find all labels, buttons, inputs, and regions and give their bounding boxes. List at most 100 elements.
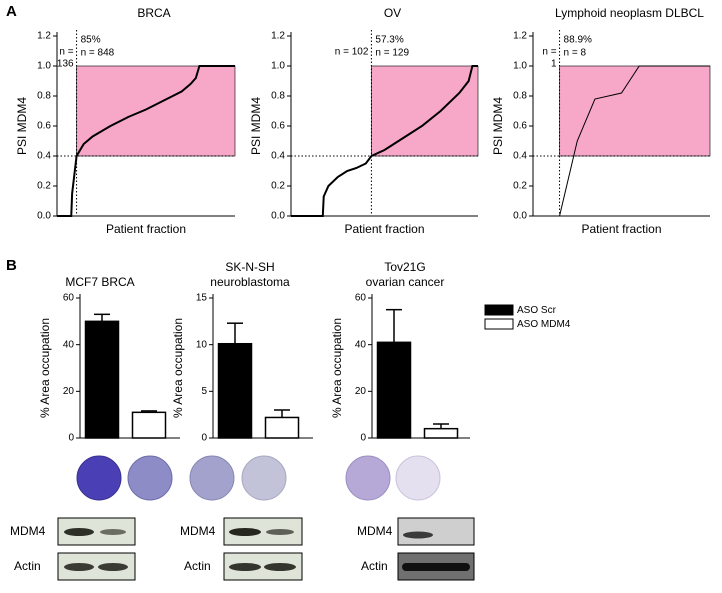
blot-label: MDM4 (357, 524, 393, 538)
y-axis-label: PSI MDM4 (491, 97, 505, 155)
y-tick-label: 0.0 (271, 211, 285, 222)
blot-label: MDM4 (180, 524, 216, 538)
legend-label: ASO Scr (517, 305, 557, 316)
y-tick-label: 0.4 (37, 151, 51, 162)
chart-title: ovarian cancer (366, 275, 445, 289)
blots (57, 517, 475, 581)
plate (241, 455, 287, 501)
band (402, 563, 470, 571)
band (403, 531, 433, 539)
y-tick-label: 10 (196, 339, 208, 350)
y-tick-label: 0.8 (37, 91, 51, 102)
plate (189, 455, 235, 501)
chart-title: Tov21G (384, 260, 425, 274)
data-line (57, 65, 235, 217)
y-axis-label: % Area occupation (330, 318, 344, 418)
data-line (291, 65, 478, 217)
data-line (559, 65, 710, 217)
band (229, 528, 261, 536)
band (98, 563, 128, 571)
annotation: n = 8 (564, 48, 587, 59)
highlight-region (76, 65, 236, 157)
bar (217, 342, 253, 439)
y-tick-label: 1.2 (37, 31, 51, 42)
legend-label: ASO MDM4 (517, 319, 571, 330)
band (266, 529, 294, 535)
bar (264, 416, 300, 439)
y-tick-label: 0 (360, 433, 366, 444)
y-tick-label: 60 (355, 293, 367, 304)
highlight-region (559, 65, 711, 157)
blot-label: Actin (361, 559, 388, 573)
plate (345, 455, 391, 501)
y-tick-label: 5 (201, 386, 207, 397)
annotation: 1 (551, 59, 557, 70)
legend-swatch (484, 318, 514, 330)
band (229, 563, 261, 571)
y-tick-label: 0.2 (271, 181, 285, 192)
y-tick-label: 0.8 (271, 91, 285, 102)
annotation: n = 102 (335, 47, 369, 58)
y-axis-label: % Area occupation (38, 318, 52, 418)
y-tick-label: 0.6 (271, 121, 285, 132)
annotation: 57.3% (375, 35, 403, 46)
y-tick-label: 0.6 (513, 121, 527, 132)
bar (131, 411, 167, 439)
annotation: 136 (57, 59, 74, 70)
y-tick-label: 1.2 (513, 31, 527, 42)
x-axis-label: Patient fraction (106, 222, 186, 236)
panel-label: B (6, 257, 17, 274)
y-tick-label: 20 (355, 386, 367, 397)
panel-label: A (6, 3, 17, 20)
blot-label: Actin (14, 559, 41, 573)
y-tick-label: 0.2 (513, 181, 527, 192)
y-tick-label: 1.2 (271, 31, 285, 42)
blot (397, 517, 475, 546)
band (64, 528, 94, 536)
chart-title: Lymphoid neoplasm DLBCL (555, 6, 704, 20)
y-axis-label: PSI MDM4 (249, 97, 263, 155)
y-tick-label: 15 (196, 293, 208, 304)
y-tick-label: 0.0 (37, 211, 51, 222)
y-tick-label: 0.0 (513, 211, 527, 222)
y-tick-label: 0.6 (37, 121, 51, 132)
x-axis-label: Patient fraction (581, 222, 661, 236)
blot-label: MDM4 (10, 524, 46, 538)
y-tick-label: 40 (355, 339, 367, 350)
y-tick-label: 1.0 (37, 61, 51, 72)
plate (127, 455, 173, 501)
bar (423, 427, 459, 439)
bar (376, 341, 412, 439)
y-tick-label: 0.8 (513, 91, 527, 102)
annotation: n = 848 (81, 48, 115, 59)
annotation: n = (542, 47, 556, 58)
plate (76, 455, 122, 501)
y-tick-label: 1.0 (271, 61, 285, 72)
y-axis-label: PSI MDM4 (15, 97, 29, 155)
y-tick-label: 0 (201, 433, 207, 444)
y-tick-label: 40 (63, 339, 75, 350)
y-tick-label: 60 (63, 293, 75, 304)
band (64, 563, 94, 571)
blot-label: Actin (184, 559, 211, 573)
y-tick-label: 0.2 (37, 181, 51, 192)
chart-title: neuroblastoma (210, 275, 290, 289)
annotation: n = (59, 47, 73, 58)
annotation: n = 129 (375, 48, 409, 59)
band (264, 563, 296, 571)
legend-swatch (484, 304, 514, 316)
y-axis-label: % Area occupation (171, 318, 185, 418)
y-tick-label: 0.4 (271, 151, 285, 162)
y-tick-label: 1.0 (513, 61, 527, 72)
chart-title: SK-N-SH (225, 260, 274, 274)
band (100, 529, 126, 535)
x-axis-label: Patient fraction (344, 222, 424, 236)
chart-title: BRCA (137, 6, 170, 20)
y-tick-label: 0.4 (513, 151, 527, 162)
annotation: 85% (81, 35, 101, 46)
plates (76, 455, 441, 501)
annotation: 88.9% (564, 35, 592, 46)
y-tick-label: 0 (68, 433, 74, 444)
bar (84, 320, 120, 439)
